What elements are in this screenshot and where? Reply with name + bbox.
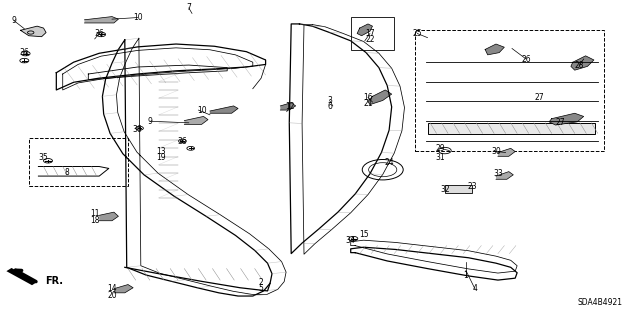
Text: 5: 5 [259, 284, 264, 293]
Bar [415, 30, 604, 151]
Text: 24: 24 [384, 158, 394, 167]
Text: 36: 36 [19, 48, 29, 57]
Text: 12: 12 [285, 102, 294, 111]
Polygon shape [20, 26, 46, 37]
Text: 14: 14 [107, 284, 117, 293]
Text: 25: 25 [412, 29, 422, 38]
Text: 9: 9 [12, 16, 17, 25]
Polygon shape [368, 90, 392, 105]
Text: 35: 35 [38, 153, 49, 162]
Text: 10: 10 [196, 106, 207, 115]
Text: 18: 18 [90, 216, 99, 225]
Text: 4: 4 [472, 284, 477, 293]
Polygon shape [210, 106, 238, 113]
Text: 32: 32 [440, 185, 450, 194]
Polygon shape [496, 172, 513, 179]
Text: 30: 30 [491, 147, 501, 156]
Text: FR.: FR. [45, 276, 63, 286]
Polygon shape [498, 148, 515, 156]
Text: 11: 11 [90, 209, 99, 218]
Text: 2: 2 [259, 278, 264, 287]
Text: 28: 28 [575, 61, 584, 70]
Text: 33: 33 [493, 169, 503, 178]
Text: 7: 7 [186, 4, 191, 12]
Polygon shape [114, 285, 133, 293]
Bar [445, 185, 472, 193]
Text: 1: 1 [463, 271, 468, 280]
Text: 31: 31 [435, 153, 445, 162]
Text: SDA4B4921: SDA4B4921 [577, 298, 622, 307]
Text: 17: 17 [365, 29, 375, 38]
Polygon shape [6, 268, 37, 285]
Text: 13: 13 [156, 147, 166, 156]
Text: 8: 8 [65, 168, 70, 177]
Text: 15: 15 [358, 230, 369, 239]
Text: 23: 23 [467, 182, 477, 191]
Text: 22: 22 [365, 35, 374, 44]
Polygon shape [357, 24, 372, 36]
Text: 36: 36 [132, 125, 143, 134]
Text: 26: 26 [521, 55, 531, 63]
Polygon shape [280, 103, 296, 110]
Text: 20: 20 [107, 291, 117, 300]
Polygon shape [84, 17, 118, 23]
Text: 9: 9 [148, 117, 153, 126]
Text: 3: 3 [327, 96, 332, 105]
Text: 16: 16 [363, 93, 373, 102]
Text: 6: 6 [327, 102, 332, 111]
Text: 36: 36 [177, 137, 188, 146]
Text: 27: 27 [555, 118, 565, 127]
Polygon shape [571, 56, 594, 70]
Text: 29: 29 [435, 144, 445, 153]
Text: 10: 10 [132, 13, 143, 22]
Bar [428, 123, 595, 134]
Bar [29, 138, 128, 186]
Text: 27: 27 [534, 93, 544, 102]
Text: 21: 21 [364, 99, 372, 108]
Polygon shape [549, 113, 584, 125]
Text: 19: 19 [156, 153, 166, 162]
Text: 36: 36 [94, 29, 104, 38]
Polygon shape [184, 116, 208, 124]
Text: 34: 34 [346, 236, 356, 245]
Polygon shape [99, 212, 118, 221]
Bar [351, 17, 394, 50]
Polygon shape [485, 44, 504, 55]
